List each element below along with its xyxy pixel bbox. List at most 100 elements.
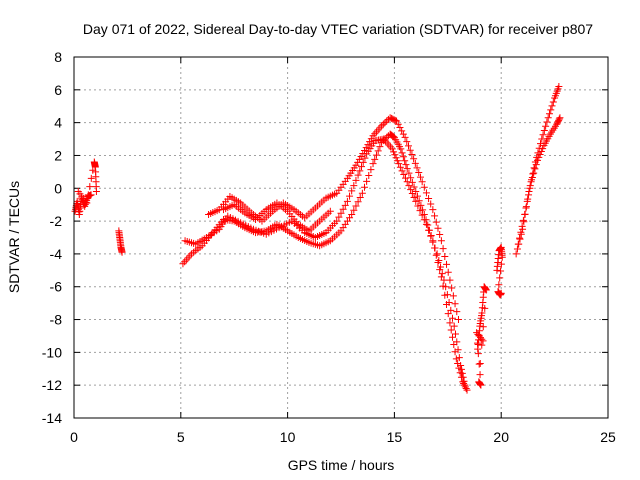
data-point xyxy=(350,182,358,190)
data-point xyxy=(434,224,442,232)
data-point xyxy=(394,120,402,128)
data-point xyxy=(376,143,384,151)
y-tick-label: 0 xyxy=(54,180,62,196)
data-point xyxy=(393,157,401,165)
data-point xyxy=(460,377,468,385)
axis-ticks: 0 5 10 15 20 25 -14 -12 -10 -8 -6 -4 -2 0 2 4 6 8 xyxy=(42,49,616,445)
data-point xyxy=(418,178,426,186)
data-point xyxy=(359,149,367,157)
y-tick-label: -8 xyxy=(50,312,63,328)
data-point xyxy=(431,212,439,220)
data-point xyxy=(497,267,505,275)
data-point xyxy=(401,133,409,141)
data-point xyxy=(495,281,503,289)
data-point xyxy=(543,118,551,126)
data-point xyxy=(348,211,356,219)
data-point xyxy=(453,308,461,316)
data-point xyxy=(408,178,416,186)
series-trace-2h xyxy=(115,227,126,256)
data-point xyxy=(482,286,490,294)
data-point xyxy=(451,330,459,338)
data-point xyxy=(398,149,406,157)
data-point xyxy=(555,115,563,123)
data-point xyxy=(448,284,456,292)
data-point xyxy=(444,268,452,276)
data-point xyxy=(352,202,360,210)
data-point xyxy=(412,197,420,205)
data-point xyxy=(549,98,557,106)
data-point xyxy=(355,155,363,163)
data-point xyxy=(415,197,423,205)
data-point xyxy=(413,192,421,200)
data-point xyxy=(383,117,391,125)
data-point xyxy=(390,148,398,156)
data-point xyxy=(418,211,426,219)
data-point xyxy=(538,135,546,143)
data-point xyxy=(445,298,453,306)
data-point xyxy=(407,186,415,194)
data-point xyxy=(405,169,413,177)
data-point xyxy=(439,245,447,253)
data-point xyxy=(422,220,430,228)
data-point xyxy=(389,132,397,140)
series-trace-20h xyxy=(493,243,506,299)
data-point xyxy=(364,141,372,149)
data-point xyxy=(462,384,470,392)
data-point xyxy=(479,323,487,331)
y-tick-label: -6 xyxy=(50,279,63,295)
data-point xyxy=(118,248,126,256)
data-point xyxy=(363,177,371,185)
x-tick-label: 25 xyxy=(600,429,616,445)
data-point xyxy=(367,166,375,174)
data-point xyxy=(346,192,354,200)
data-point xyxy=(367,135,375,143)
data-point xyxy=(365,171,373,179)
data-point xyxy=(497,260,505,268)
data-point xyxy=(401,157,409,165)
data-point xyxy=(459,373,467,381)
data-point xyxy=(544,114,552,122)
data-point xyxy=(528,173,536,181)
y-tick-label: -4 xyxy=(50,246,63,262)
data-point xyxy=(416,207,424,215)
y-tick-label: -14 xyxy=(42,410,62,426)
x-tick-label: 15 xyxy=(387,429,403,445)
series-trace-early-scatter xyxy=(74,158,100,207)
data-point xyxy=(531,165,539,173)
data-point xyxy=(514,240,522,248)
data-point xyxy=(478,335,486,343)
data-point xyxy=(431,244,439,252)
data-point xyxy=(415,169,423,177)
data-point xyxy=(429,206,437,214)
data-point xyxy=(479,337,487,345)
series-trace-c xyxy=(205,114,462,324)
data-point xyxy=(547,106,555,114)
data-point xyxy=(350,206,358,214)
data-point xyxy=(453,338,461,346)
data-point xyxy=(348,187,356,195)
data-point xyxy=(448,333,456,341)
data-point xyxy=(352,176,360,184)
data-point xyxy=(410,193,418,201)
data-point xyxy=(420,183,428,191)
data-point xyxy=(391,151,399,159)
data-point xyxy=(451,300,459,308)
y-tick-label: 8 xyxy=(54,49,62,65)
data-point xyxy=(429,238,437,246)
x-tick-label: 10 xyxy=(280,429,296,445)
data-point xyxy=(476,360,484,368)
data-point xyxy=(424,221,432,229)
data-point xyxy=(474,350,482,358)
data-point xyxy=(391,116,399,124)
data-point xyxy=(449,292,457,300)
data-point xyxy=(354,158,362,166)
data-point xyxy=(425,194,433,202)
series-trace-d xyxy=(220,199,334,235)
data-point xyxy=(354,198,362,206)
data-point xyxy=(535,153,543,161)
data-point xyxy=(440,276,448,284)
data-point xyxy=(473,339,481,347)
data-point xyxy=(83,199,91,207)
series-trace-late-a xyxy=(512,83,563,258)
data-point xyxy=(399,153,407,161)
